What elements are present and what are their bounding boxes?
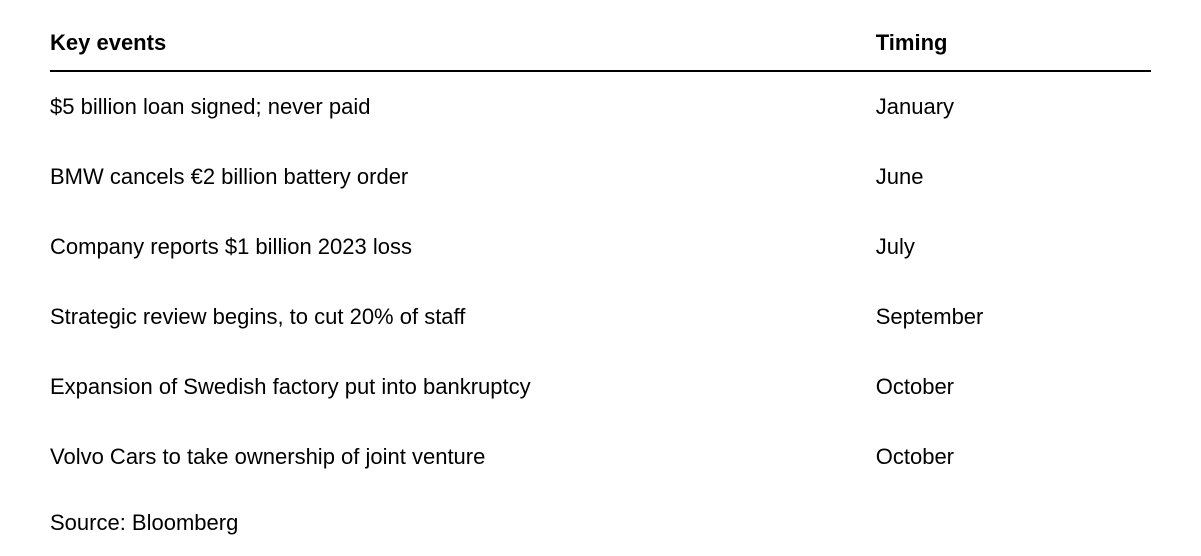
table-row: $5 billion loan signed; never paid Janua… [50,71,1151,142]
timing-cell: January [876,71,1151,142]
table-body: $5 billion loan signed; never paid Janua… [50,71,1151,492]
event-cell: Company reports $1 billion 2023 loss [50,212,876,282]
timing-cell: June [876,142,1151,212]
table-row: Company reports $1 billion 2023 loss Jul… [50,212,1151,282]
event-cell: Volvo Cars to take ownership of joint ve… [50,422,876,492]
timing-cell: October [876,422,1151,492]
column-header-events: Key events [50,20,876,71]
timing-cell: October [876,352,1151,422]
column-header-timing: Timing [876,20,1151,71]
event-cell: $5 billion loan signed; never paid [50,71,876,142]
event-cell: BMW cancels €2 billion battery order [50,142,876,212]
table-header-row: Key events Timing [50,20,1151,71]
table-row: Strategic review begins, to cut 20% of s… [50,282,1151,352]
table-row: Volvo Cars to take ownership of joint ve… [50,422,1151,492]
table-row: Expansion of Swedish factory put into ba… [50,352,1151,422]
timing-cell: September [876,282,1151,352]
events-table: Key events Timing $5 billion loan signed… [50,20,1151,492]
table-row: BMW cancels €2 billion battery order Jun… [50,142,1151,212]
source-attribution: Source: Bloomberg [50,492,1151,536]
timing-cell: July [876,212,1151,282]
event-cell: Strategic review begins, to cut 20% of s… [50,282,876,352]
event-cell: Expansion of Swedish factory put into ba… [50,352,876,422]
